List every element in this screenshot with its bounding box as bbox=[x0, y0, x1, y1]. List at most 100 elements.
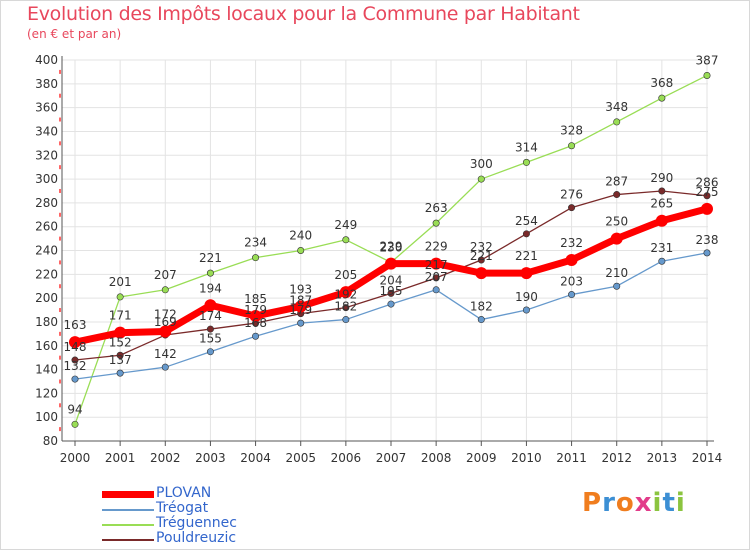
logo-letter: i bbox=[675, 488, 686, 518]
data-label-1-14: 286 bbox=[696, 176, 719, 190]
x-tick-label-2009: 2009 bbox=[466, 451, 497, 465]
series-point-3-8 bbox=[430, 257, 443, 270]
series-point-2-11 bbox=[568, 291, 576, 299]
x-tick-label-2014: 2014 bbox=[692, 451, 723, 465]
x-tick-label-2011: 2011 bbox=[556, 451, 587, 465]
data-label-0-14: 387 bbox=[696, 53, 719, 67]
y-tick-label-280: 280 bbox=[35, 196, 58, 210]
series-point-2-2 bbox=[161, 363, 169, 371]
y-tick-label-180: 180 bbox=[35, 315, 58, 329]
data-label-1-10: 254 bbox=[515, 214, 538, 228]
series-point-1-0 bbox=[71, 356, 79, 364]
legend-label: PLOVAN bbox=[156, 485, 212, 501]
data-label-3-2: 172 bbox=[154, 307, 177, 321]
data-label-3-7: 229 bbox=[380, 240, 403, 254]
data-label-3-11: 232 bbox=[560, 236, 583, 250]
logo-letter: P bbox=[582, 488, 603, 518]
y-tick-label-400: 400 bbox=[35, 53, 58, 67]
legend-swatch bbox=[102, 539, 154, 541]
data-label-3-8: 229 bbox=[425, 240, 448, 254]
y-tick-label-140: 140 bbox=[35, 363, 58, 377]
series-point-1-14 bbox=[703, 192, 711, 200]
x-tick-label-2002: 2002 bbox=[150, 451, 181, 465]
series-point-1-6 bbox=[342, 304, 350, 312]
legend-swatch bbox=[102, 491, 154, 498]
series-point-0-12 bbox=[613, 118, 621, 126]
series-point-1-12 bbox=[613, 191, 621, 199]
data-label-2-8: 207 bbox=[425, 270, 448, 284]
y-tick-label-300: 300 bbox=[35, 172, 58, 186]
series-point-3-0 bbox=[69, 336, 81, 349]
series-point-2-7 bbox=[387, 300, 395, 308]
x-tick-label-2012: 2012 bbox=[601, 451, 632, 465]
series-point-2-3 bbox=[206, 348, 214, 356]
logo-letter: t bbox=[662, 488, 676, 518]
series-point-3-2 bbox=[159, 325, 172, 338]
series-point-3-10 bbox=[520, 267, 533, 280]
series-point-1-8 bbox=[432, 274, 440, 282]
series-point-0-10 bbox=[522, 158, 530, 166]
y-tick-label-160: 160 bbox=[35, 339, 58, 353]
series-point-2-10 bbox=[522, 306, 530, 314]
data-label-3-3: 194 bbox=[199, 281, 222, 295]
series-point-1-13 bbox=[658, 187, 666, 195]
x-tick-label-2006: 2006 bbox=[331, 451, 362, 465]
data-label-1-8: 217 bbox=[425, 258, 448, 272]
data-label-1-11: 276 bbox=[560, 188, 583, 202]
x-tick-label-2005: 2005 bbox=[285, 451, 316, 465]
y-tick-label-360: 360 bbox=[35, 101, 58, 115]
series-point-0-8 bbox=[432, 219, 440, 227]
series-point-2-0 bbox=[71, 375, 79, 383]
series-point-0-2 bbox=[161, 286, 169, 294]
series-point-3-6 bbox=[339, 286, 352, 299]
data-label-0-7: 230 bbox=[380, 240, 403, 254]
series-point-2-12 bbox=[613, 282, 621, 290]
series-point-0-13 bbox=[658, 94, 666, 102]
x-tick-label-2004: 2004 bbox=[240, 451, 271, 465]
data-label-0-3: 221 bbox=[199, 251, 222, 265]
data-label-3-13: 265 bbox=[650, 197, 673, 211]
data-label-2-12: 210 bbox=[605, 266, 628, 280]
series-point-2-14 bbox=[703, 249, 711, 257]
series-point-0-5 bbox=[297, 247, 305, 255]
series-point-0-1 bbox=[116, 293, 124, 301]
logo-letter: x bbox=[634, 488, 653, 518]
series-point-1-3 bbox=[206, 325, 214, 333]
data-label-1-0: 148 bbox=[64, 340, 87, 354]
x-tick-label-2001: 2001 bbox=[105, 451, 136, 465]
data-label-3-4: 185 bbox=[244, 292, 267, 306]
series-point-0-6 bbox=[342, 236, 350, 244]
series-point-1-11 bbox=[568, 204, 576, 212]
data-label-0-13: 368 bbox=[650, 76, 673, 90]
y-tick-label-220: 220 bbox=[35, 267, 58, 281]
series-point-3-7 bbox=[385, 257, 397, 270]
chart-subtitle: (en € et par an) bbox=[27, 27, 122, 41]
data-label-2-0: 132 bbox=[64, 359, 87, 373]
y-tick-label-100: 100 bbox=[35, 410, 58, 424]
data-label-1-6: 192 bbox=[334, 288, 357, 302]
series-point-2-4 bbox=[252, 332, 260, 340]
data-label-0-11: 328 bbox=[560, 124, 583, 138]
data-label-2-2: 142 bbox=[154, 347, 177, 361]
series-point-1-1 bbox=[116, 351, 124, 359]
logo-letter: o bbox=[615, 488, 635, 518]
data-label-2-4: 168 bbox=[244, 316, 267, 330]
legend-label: Pouldreuzic bbox=[156, 530, 237, 546]
series-point-0-14 bbox=[703, 71, 711, 79]
data-label-2-10: 190 bbox=[515, 290, 538, 304]
y-tick-label-340: 340 bbox=[35, 124, 58, 138]
data-label-3-10: 221 bbox=[515, 249, 538, 263]
data-label-1-9: 232 bbox=[470, 240, 493, 254]
legend-label: Tréogat bbox=[156, 500, 209, 516]
x-tick-label-2000: 2000 bbox=[60, 451, 91, 465]
y-tick-label-320: 320 bbox=[35, 148, 58, 162]
x-tick-label-2008: 2008 bbox=[421, 451, 452, 465]
data-label-0-0: 94 bbox=[67, 402, 82, 416]
data-label-0-9: 300 bbox=[470, 157, 493, 171]
data-label-1-5: 187 bbox=[289, 294, 312, 308]
x-tick-label-2003: 2003 bbox=[195, 451, 226, 465]
proxiti-logo: Proxiti bbox=[582, 488, 686, 518]
series-point-2-8 bbox=[432, 286, 440, 294]
series-point-3-5 bbox=[294, 300, 307, 313]
